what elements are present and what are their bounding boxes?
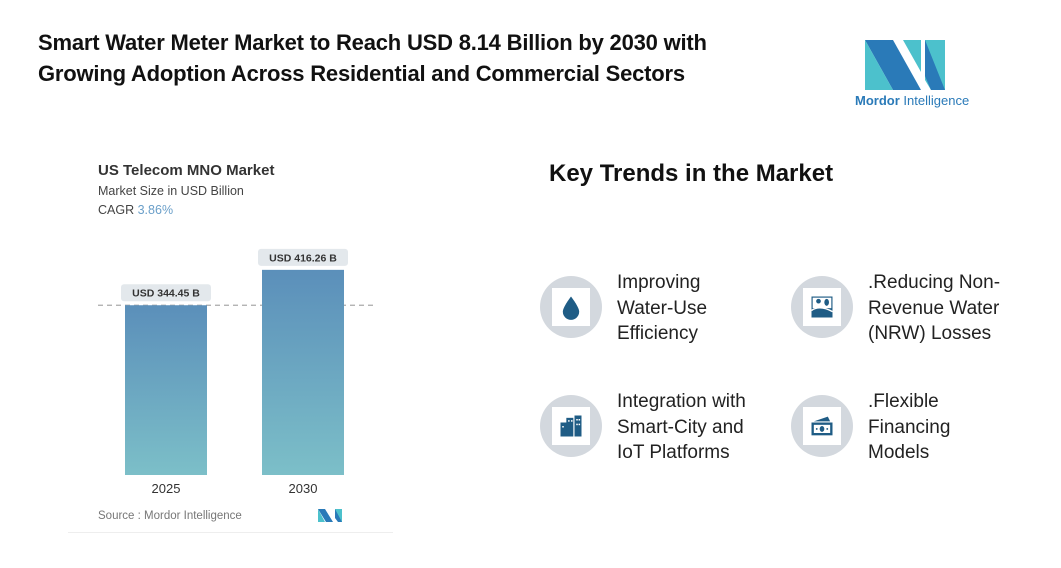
data-label: USD 344.45 B	[132, 288, 200, 300]
title-line-2: Growing Adoption Across Residential and …	[38, 61, 685, 86]
trend-label-line: Financing	[868, 416, 951, 438]
chart-source: Source : Mordor Intelligence	[98, 510, 242, 522]
trend-icon-badge	[540, 395, 602, 457]
trend-item: Improving Water-Use Efficiency	[540, 270, 777, 347]
trend-item: .Flexible Financing Models	[791, 389, 1028, 466]
money-bills-icon	[811, 416, 833, 436]
landscape-rain-icon	[811, 296, 833, 318]
chart-card: USD 344.45 B 2025 USD 416.26 B 2030 US Tele…	[68, 150, 393, 533]
chart-cagr: CAGR 3.86%	[98, 203, 173, 217]
water-drop-icon	[562, 296, 580, 320]
city-buildings-icon	[560, 415, 582, 437]
logo-brand-rest: Intelligence	[903, 93, 970, 108]
mordor-logo: Mordor Intelligence	[855, 40, 970, 108]
chart-title: US Telecom MNO Market	[98, 162, 275, 179]
trend-icon-badge	[540, 276, 602, 338]
trend-label-line: IoT Platforms	[617, 442, 730, 463]
trend-label-line: Integration with	[617, 391, 746, 412]
bar-2030	[262, 269, 344, 475]
trend-icon-badge	[791, 395, 853, 457]
bar-chart: USD 344.45 B 2025 USD 416.26 B 2030	[98, 248, 373, 496]
trends-heading: Key Trends in the Market	[549, 160, 834, 187]
trend-label: .Flexible Financing Models	[868, 389, 1028, 466]
x-tick-label: 2025	[152, 481, 181, 496]
trend-label-line: Efficiency	[617, 323, 698, 344]
trend-item: Integration with Smart-City and IoT Platfo…	[540, 389, 777, 466]
cagr-label: CAGR	[98, 203, 135, 217]
trend-label-line: (NRW) Losses	[868, 323, 992, 344]
trend-icon-badge	[791, 276, 853, 338]
trend-label: .Reducing Non- Revenue Water (NRW) Losses	[868, 270, 1028, 347]
logo-text: Mordor Intelligence	[855, 93, 969, 108]
trend-label-line: Smart-City and	[617, 416, 744, 438]
data-label-bg	[258, 248, 348, 266]
data-label: USD 416.26 B	[269, 252, 337, 264]
title-line-1: Smart Water Meter Market to Reach USD 8.…	[38, 30, 707, 55]
logo-mark-icon	[865, 40, 945, 90]
trend-label-line: Improving	[617, 272, 701, 293]
trend-label-line: Revenue Water	[868, 297, 1000, 319]
x-tick-label: 2030	[289, 481, 318, 496]
source-logo-icon	[318, 509, 342, 522]
page-title: Smart Water Meter Market to Reach USD 8.…	[38, 27, 707, 89]
trend-label: Improving Water-Use Efficiency	[617, 270, 777, 347]
trend-label-line: .Reducing Non-	[868, 272, 1001, 293]
trend-label-line: Water-Use	[617, 297, 708, 319]
data-label-bg	[121, 284, 211, 302]
trend-label-line: .Flexible	[868, 391, 939, 412]
bar-2025	[125, 305, 207, 475]
trend-label-line: Models	[868, 442, 930, 463]
chart-subtitle: Market Size in USD Billion	[98, 184, 244, 198]
cagr-value: 3.86%	[137, 203, 174, 217]
trend-item: .Reducing Non- Revenue Water (NRW) Losses	[791, 270, 1028, 347]
logo-brand-bold: Mordor	[855, 93, 900, 108]
trend-label: Integration with Smart-City and IoT Platfo…	[617, 389, 777, 466]
